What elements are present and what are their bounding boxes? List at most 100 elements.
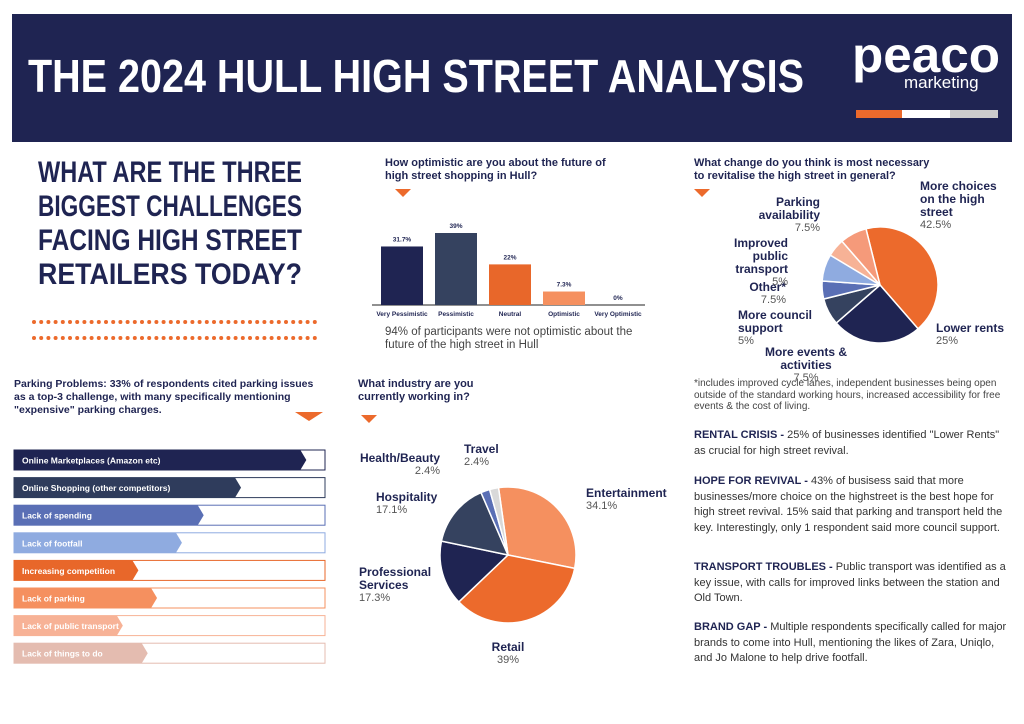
dot	[168, 320, 173, 324]
dot	[291, 320, 296, 324]
question-line: RETAILERS TODAY?	[38, 258, 302, 291]
x-tick-label: Very Optimistic	[594, 311, 642, 318]
footnote: *includes improved cycle lanes, independ…	[694, 378, 1001, 412]
pie-label: More events & activities 7.5%	[746, 346, 866, 385]
note-lead: Parking Problems:	[14, 378, 107, 390]
pie-label: Retail 39%	[478, 641, 538, 667]
dot	[118, 336, 123, 340]
slice-value: 5%	[772, 276, 788, 288]
logo-stripe	[902, 110, 950, 118]
dot	[168, 336, 173, 340]
dot	[312, 320, 317, 324]
dot	[147, 336, 152, 340]
marker	[694, 189, 710, 197]
chart-title: to revitalise the high street in general…	[694, 170, 896, 182]
caption: 94% of participants were not optimistic …	[385, 326, 633, 351]
logo: peaco	[852, 27, 1000, 83]
dot	[204, 320, 209, 324]
dot	[248, 320, 252, 324]
dot	[212, 320, 216, 324]
pie-label: More council support 5%	[738, 309, 818, 348]
dot	[269, 320, 274, 324]
dot	[276, 320, 281, 324]
bar-label: Lack of spending	[22, 511, 92, 521]
pie-label: Improved public transport 5%	[698, 237, 788, 289]
x-tick-label: Pessimistic	[438, 311, 474, 318]
dot	[68, 336, 72, 340]
paragraph-text: Public transport was identified as a key…	[694, 561, 1006, 604]
dot	[233, 336, 238, 340]
slice-name: More events & activities	[764, 345, 848, 372]
dot	[132, 336, 137, 340]
chart-title: What change do you think is most necessa…	[694, 157, 930, 169]
logo-sub: marketing	[904, 73, 979, 92]
bar-label: Online Marketplaces (Amazon etc)	[22, 456, 161, 466]
slice-value: 34.1%	[586, 500, 618, 512]
dot	[298, 336, 303, 340]
paragraph: RENTAL CRISIS - 25% of businesses identi…	[694, 428, 1012, 459]
pie-label: Travel 2.4%	[464, 443, 524, 469]
slice-name: Other*	[749, 280, 786, 294]
dot	[46, 320, 51, 324]
pie-slice	[835, 283, 920, 344]
slice-value: 17.3%	[359, 592, 391, 604]
bar	[14, 450, 307, 470]
question-line: BIGGEST CHALLENGES	[38, 190, 302, 223]
pie-slice	[497, 486, 577, 570]
marker	[361, 415, 377, 423]
dot	[125, 336, 130, 340]
dot	[190, 320, 195, 324]
chart-title: What industry are you	[358, 378, 474, 390]
dot	[140, 320, 144, 324]
slice-name: More choices on the high street	[920, 179, 997, 219]
x-tick-label: Neutral	[499, 311, 522, 318]
bar	[14, 505, 204, 526]
slice-name: More council support	[738, 308, 813, 335]
dot	[154, 320, 159, 324]
value-label: 31.7%	[393, 236, 412, 243]
slice-name: Retail	[491, 640, 525, 654]
bar-label: Lack of parking	[22, 594, 85, 604]
pie-label: Health/Beauty 2.4%	[350, 452, 440, 478]
paragraph-text: 43% of busisess said that more businesse…	[694, 475, 1003, 534]
paragraph-lead: BRAND GAP -	[694, 621, 768, 633]
pie-label: Professional Services 17.3%	[359, 566, 439, 605]
slice-value: 7.5%	[794, 222, 820, 234]
slice-name: Professional Services	[359, 565, 432, 592]
dot	[276, 336, 281, 340]
dot	[240, 336, 245, 340]
dot	[262, 336, 267, 340]
dot	[89, 336, 94, 340]
bar	[14, 532, 182, 553]
dot	[89, 320, 94, 324]
x-tick-label: Optimistic	[548, 311, 580, 318]
dot	[183, 336, 188, 340]
pie-slice	[439, 540, 510, 604]
note: Parking Problems: 33% of respondents cit…	[14, 378, 326, 417]
dot	[60, 320, 65, 324]
slice-name: Entertainment	[586, 486, 667, 500]
dot	[284, 336, 288, 340]
slice-value: 5%	[738, 335, 754, 347]
dot	[219, 320, 224, 324]
dot	[118, 320, 123, 324]
slice-name: Hospitality	[376, 490, 438, 504]
slice-value: 42.5%	[920, 219, 952, 231]
pie-slice	[457, 554, 576, 624]
dot	[125, 320, 130, 324]
bar	[543, 291, 585, 305]
dot	[176, 336, 180, 340]
dot	[305, 320, 310, 324]
slice-name: Improved public transport	[733, 236, 788, 276]
pie-label: More choices on the high street 42.5%	[920, 180, 1000, 232]
dot	[53, 320, 58, 324]
slice-value: 39%	[496, 654, 520, 666]
dot	[298, 320, 303, 324]
dot	[240, 320, 245, 324]
paragraph: HOPE FOR REVIVAL - 43% of busisess said …	[694, 474, 1012, 536]
dot	[132, 320, 137, 324]
paragraph-lead: RENTAL CRISIS -	[694, 429, 785, 441]
dot	[32, 320, 36, 324]
dot	[233, 320, 238, 324]
